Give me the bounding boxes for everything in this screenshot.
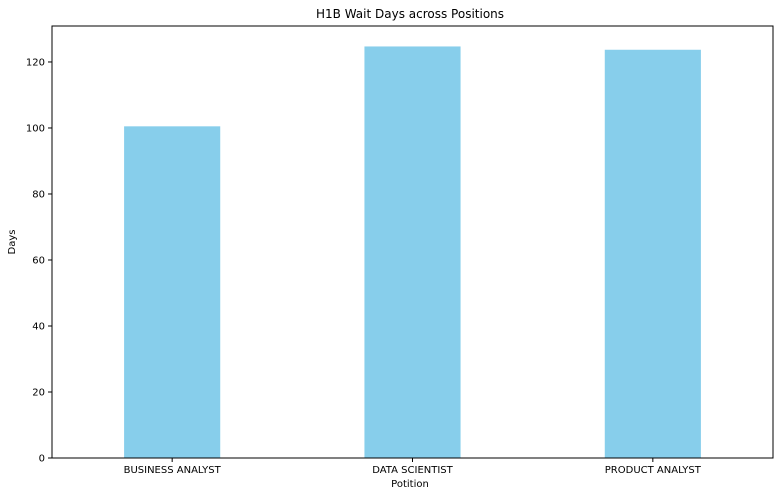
bar-business-analyst: [124, 126, 221, 458]
bar-product-analyst: [604, 49, 701, 458]
bar-data-scientist: [364, 46, 461, 458]
y-tick-label: 20: [32, 387, 45, 398]
y-tick-label: 0: [39, 454, 45, 465]
y-tick-label: 120: [26, 57, 45, 68]
x-tick-label: BUSINESS ANALYST: [124, 465, 222, 476]
y-tick-label: 80: [32, 189, 45, 200]
x-axis-label: Potition: [391, 479, 429, 490]
y-axis: 0 20 40 60 80 100 120: [26, 57, 52, 465]
x-tick-label: PRODUCT ANALYST: [605, 465, 702, 476]
bars: [124, 46, 701, 458]
y-tick-label: 60: [32, 255, 45, 266]
chart-title: H1B Wait Days across Positions: [316, 7, 504, 21]
x-tick-label: DATA SCIENTIST: [372, 465, 453, 476]
y-axis-label: Days: [7, 230, 18, 255]
plot-frame: [51, 25, 774, 459]
y-tick-label: 40: [32, 321, 45, 332]
x-axis: BUSINESS ANALYST DATA SCIENTIST PRODUCT AN…: [124, 458, 702, 476]
y-tick-label: 100: [26, 123, 45, 134]
